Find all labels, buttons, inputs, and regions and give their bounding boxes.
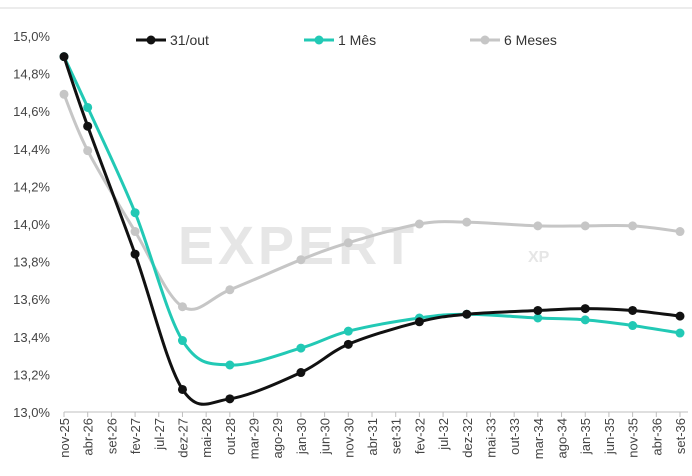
- x-tick-label: nov-25: [57, 418, 72, 458]
- y-tick-label: 14,6%: [13, 104, 50, 119]
- data-point: [675, 227, 685, 237]
- series-line: [62, 55, 682, 406]
- data-point: [83, 102, 93, 112]
- data-point: [533, 305, 543, 315]
- x-tick-label: nov-30: [341, 418, 356, 458]
- y-tick-label: 13,8%: [13, 255, 50, 270]
- data-point: [177, 336, 187, 346]
- data-point: [343, 339, 353, 349]
- data-point: [130, 227, 140, 237]
- x-tick-label: jul-27: [152, 418, 167, 451]
- y-tick-label: 13,4%: [13, 330, 50, 345]
- legend-label: 6 Meses: [504, 32, 557, 48]
- legend-swatch-marker: [146, 35, 156, 45]
- watermark-main: EXPERT: [178, 216, 418, 276]
- x-tick-label: ago-29: [270, 418, 285, 458]
- x-tick-label: mai-28: [199, 418, 214, 458]
- data-point: [675, 328, 685, 338]
- legend-item: 6 Meses: [470, 32, 557, 48]
- series-group: [59, 52, 685, 406]
- x-tick-label: mar-29: [247, 418, 262, 459]
- watermark: EXPERT XP: [178, 216, 550, 276]
- y-tick-label: 14,0%: [13, 217, 50, 232]
- data-point: [414, 219, 424, 229]
- x-tick-label: jul-32: [436, 418, 451, 451]
- x-tick-label: out-33: [507, 418, 522, 455]
- data-point: [580, 221, 590, 231]
- x-tick-label: abr-36: [649, 418, 664, 456]
- legend-label: 1 Mês: [338, 32, 376, 48]
- data-point: [296, 255, 306, 265]
- data-point: [675, 311, 685, 321]
- legend: 31/out 1 Mês 6 Meses: [136, 32, 557, 48]
- legend-item: 31/out: [136, 32, 209, 48]
- x-tick-label: dez-27: [175, 418, 190, 458]
- x-tick-label: jan-35: [578, 418, 593, 455]
- x-tick-label: set-36: [673, 418, 688, 454]
- data-point: [580, 315, 590, 325]
- data-point: [130, 208, 140, 218]
- y-axis: 13,0% 13,2% 13,4% 13,6% 13,8% 14,0% 14,2% 14,4%…: [13, 29, 50, 420]
- data-point: [296, 368, 306, 378]
- x-tick-label: jan-30: [294, 418, 309, 455]
- x-tick-label: mar-34: [531, 418, 546, 459]
- series-group: [59, 89, 685, 312]
- data-point: [177, 384, 187, 394]
- watermark-sub: XP: [528, 249, 550, 266]
- series-layer: [59, 52, 685, 406]
- y-tick-label: 15,0%: [13, 29, 50, 44]
- x-tick-label: jun-35: [602, 418, 617, 455]
- x-tick-label: ago-34: [555, 418, 570, 458]
- x-tick-label: set-31: [389, 418, 404, 454]
- data-point: [462, 217, 472, 227]
- y-tick-label: 14,8%: [13, 67, 50, 82]
- series-group: [59, 52, 685, 370]
- data-point: [628, 321, 638, 331]
- y-tick-label: 14,2%: [13, 179, 50, 194]
- data-point: [343, 238, 353, 248]
- x-tick-label: set-26: [104, 418, 119, 454]
- data-point: [225, 285, 235, 295]
- y-tick-label: 13,2%: [13, 367, 50, 382]
- data-point: [343, 326, 353, 336]
- x-axis: nov-25 abr-26 set-26 fev-27 jul-27 dez-27 mai-…: [57, 411, 688, 459]
- data-point: [59, 52, 69, 62]
- data-point: [462, 309, 472, 319]
- x-tick-label: mai-33: [483, 418, 498, 458]
- y-tick-label: 14,4%: [13, 142, 50, 157]
- legend-swatch-marker: [480, 35, 490, 45]
- x-tick-label: nov-35: [626, 418, 641, 458]
- data-point: [533, 221, 543, 231]
- data-point: [177, 302, 187, 312]
- data-point: [533, 313, 543, 323]
- data-point: [628, 221, 638, 231]
- x-tick-label: fev-27: [128, 418, 143, 454]
- data-point: [59, 89, 69, 99]
- data-point: [628, 305, 638, 315]
- legend-item: 1 Mês: [304, 32, 376, 48]
- data-point: [225, 394, 235, 404]
- y-tick-label: 13,6%: [13, 292, 50, 307]
- x-tick-label: abr-31: [365, 418, 380, 456]
- data-point: [225, 360, 235, 370]
- y-tick-label: 13,0%: [13, 405, 50, 420]
- x-tick-label: fev-32: [412, 418, 427, 454]
- legend-label: 31/out: [170, 32, 209, 48]
- data-point: [83, 121, 93, 131]
- data-point: [130, 249, 140, 259]
- data-point: [580, 304, 590, 314]
- data-point: [414, 317, 424, 327]
- data-point: [296, 343, 306, 353]
- legend-swatch-marker: [314, 35, 324, 45]
- x-tick-label: abr-26: [81, 418, 96, 456]
- x-tick-label: dez-32: [460, 418, 475, 458]
- x-tick-label: jun-30: [318, 418, 333, 455]
- data-point: [83, 146, 93, 156]
- x-tick-label: out-28: [223, 418, 238, 455]
